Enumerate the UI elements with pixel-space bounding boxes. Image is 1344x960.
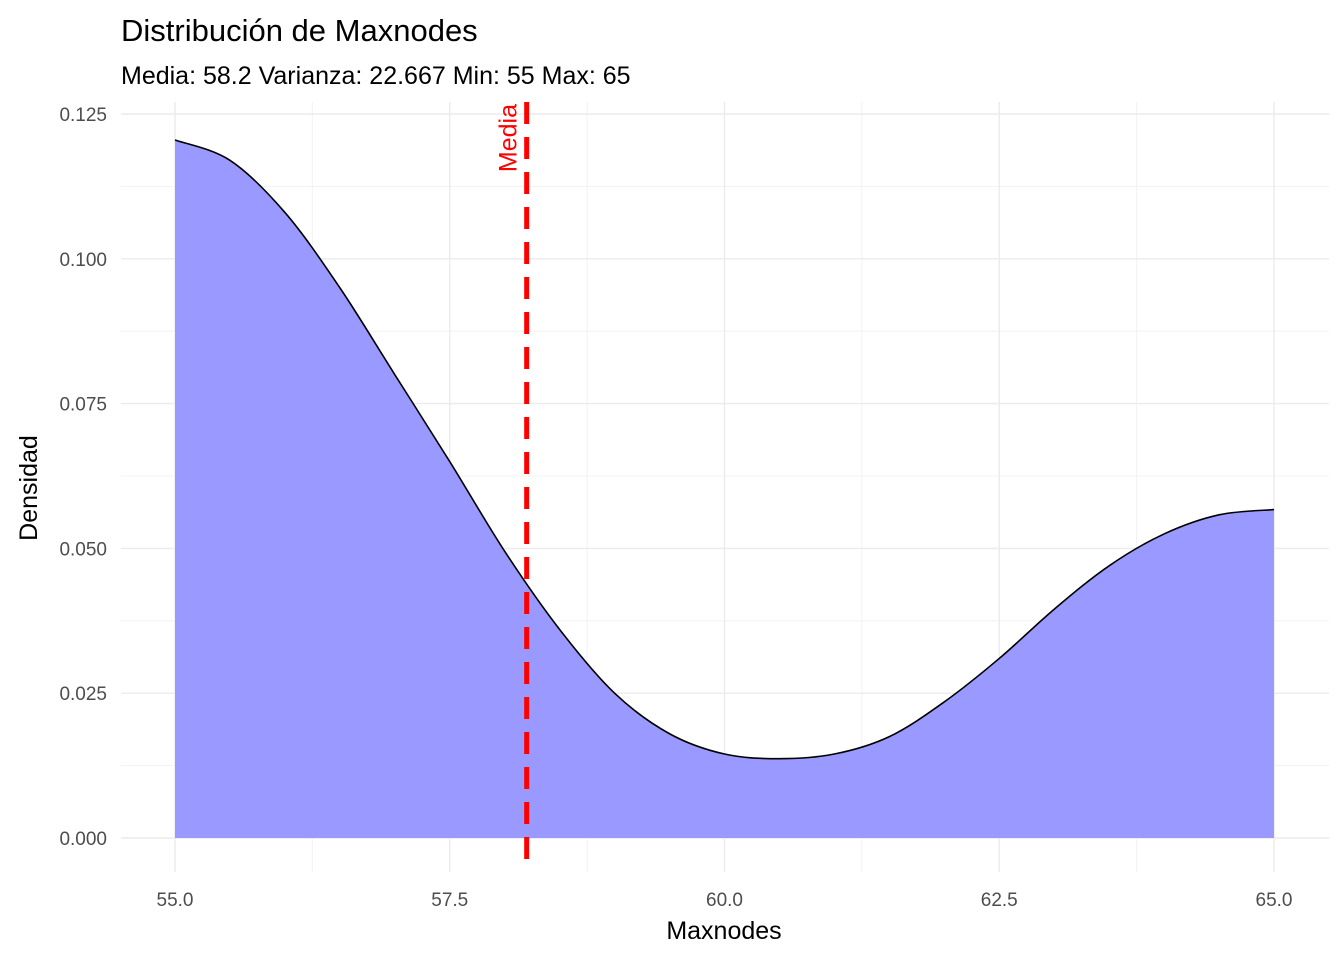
y-tick-label: 0.000	[59, 829, 107, 850]
tick-labels: 55.0 57.5 60.0 62.5 65.0 0.000 0.025 0.050 0.075…	[59, 105, 1292, 911]
y-tick-label: 0.100	[59, 250, 107, 271]
density-curve	[174, 139, 1275, 760]
x-tick-label: 65.0	[1256, 890, 1293, 911]
density-area	[175, 140, 1274, 838]
y-tick-label: 0.025	[59, 684, 107, 705]
chart-title: Distribución de Maxnodes	[121, 13, 478, 48]
y-axis-title: Densidad	[15, 435, 43, 541]
mean-line-label: Media	[495, 104, 523, 172]
annotation-layer: Media	[495, 102, 530, 872]
chart-subtitle: Media: 58.2 Varianza: 22.667 Min: 55 Max…	[121, 62, 631, 90]
density-area-layer	[174, 139, 1275, 838]
y-tick-label: 0.125	[59, 105, 107, 126]
x-axis-title: Maxnodes	[666, 917, 781, 945]
x-tick-label: 62.5	[981, 890, 1018, 911]
x-tick-label: 55.0	[157, 890, 194, 911]
x-tick-label: 60.0	[706, 890, 743, 911]
y-tick-label: 0.075	[59, 395, 107, 416]
y-tick-label: 0.050	[59, 539, 107, 560]
x-tick-label: 57.5	[431, 890, 468, 911]
